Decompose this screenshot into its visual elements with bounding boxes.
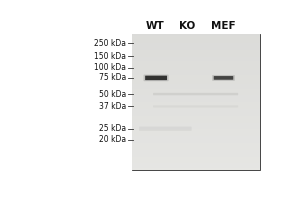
Bar bbox=[132, 43, 260, 45]
Bar bbox=[132, 39, 260, 41]
Text: 150 kDa: 150 kDa bbox=[94, 52, 126, 61]
FancyBboxPatch shape bbox=[139, 127, 192, 131]
Bar bbox=[132, 52, 260, 54]
Bar bbox=[132, 48, 260, 50]
Text: 50 kDa: 50 kDa bbox=[99, 90, 126, 99]
Bar bbox=[132, 148, 260, 150]
Bar bbox=[132, 82, 260, 84]
Bar bbox=[132, 143, 260, 145]
Bar bbox=[132, 154, 260, 157]
Bar bbox=[132, 95, 260, 98]
Bar bbox=[132, 34, 260, 36]
Bar bbox=[132, 127, 260, 129]
Bar bbox=[132, 57, 260, 59]
Text: MEF: MEF bbox=[211, 21, 236, 31]
Bar bbox=[132, 102, 260, 104]
Bar bbox=[132, 136, 260, 138]
Bar bbox=[132, 73, 260, 75]
Bar bbox=[132, 70, 260, 73]
Bar bbox=[132, 61, 260, 64]
Bar bbox=[132, 59, 260, 61]
Text: 37 kDa: 37 kDa bbox=[99, 102, 126, 111]
Bar bbox=[132, 107, 260, 109]
Bar bbox=[132, 168, 260, 170]
Bar bbox=[132, 132, 260, 134]
Bar bbox=[132, 120, 260, 123]
FancyBboxPatch shape bbox=[153, 105, 238, 107]
Bar bbox=[132, 116, 260, 118]
Bar bbox=[132, 152, 260, 154]
Bar bbox=[132, 141, 260, 143]
Bar bbox=[132, 138, 260, 141]
Bar bbox=[132, 109, 260, 111]
FancyBboxPatch shape bbox=[212, 75, 235, 81]
Bar bbox=[132, 36, 260, 39]
Bar bbox=[132, 123, 260, 125]
Text: KO: KO bbox=[179, 21, 196, 31]
Text: WT: WT bbox=[146, 21, 164, 31]
Bar bbox=[132, 159, 260, 161]
Bar bbox=[132, 89, 260, 91]
Bar bbox=[132, 34, 260, 170]
Bar bbox=[132, 114, 260, 116]
Bar bbox=[132, 157, 260, 159]
Bar bbox=[132, 75, 260, 77]
FancyBboxPatch shape bbox=[145, 76, 167, 80]
Bar bbox=[132, 150, 260, 152]
Bar bbox=[132, 161, 260, 163]
FancyBboxPatch shape bbox=[153, 93, 238, 95]
Text: 75 kDa: 75 kDa bbox=[99, 73, 126, 82]
Text: 20 kDa: 20 kDa bbox=[99, 135, 126, 144]
Bar bbox=[132, 100, 260, 102]
Bar bbox=[132, 77, 260, 79]
Bar bbox=[132, 66, 260, 68]
Bar bbox=[132, 86, 260, 89]
Bar bbox=[132, 68, 260, 70]
Bar bbox=[132, 84, 260, 86]
Bar bbox=[132, 93, 260, 95]
Bar bbox=[132, 41, 260, 43]
Bar bbox=[132, 50, 260, 52]
Bar bbox=[132, 145, 260, 148]
Bar bbox=[132, 118, 260, 120]
Bar bbox=[132, 129, 260, 132]
Text: 100 kDa: 100 kDa bbox=[94, 63, 126, 72]
Bar bbox=[132, 45, 260, 48]
Bar bbox=[132, 111, 260, 114]
Bar bbox=[132, 166, 260, 168]
Bar bbox=[132, 134, 260, 136]
Text: 25 kDa: 25 kDa bbox=[99, 124, 126, 133]
Bar bbox=[132, 104, 260, 107]
Bar bbox=[132, 125, 260, 127]
FancyBboxPatch shape bbox=[143, 75, 169, 81]
FancyBboxPatch shape bbox=[214, 76, 233, 80]
Text: 250 kDa: 250 kDa bbox=[94, 39, 126, 48]
Bar bbox=[132, 163, 260, 166]
Bar bbox=[132, 91, 260, 93]
Bar bbox=[132, 79, 260, 82]
Bar bbox=[132, 64, 260, 66]
Bar bbox=[132, 98, 260, 100]
Bar bbox=[132, 54, 260, 57]
